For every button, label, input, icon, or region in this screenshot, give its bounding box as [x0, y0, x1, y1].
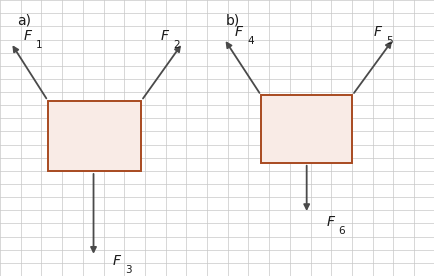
Text: 1: 1 — [36, 40, 43, 50]
Text: 6: 6 — [338, 226, 344, 236]
Bar — [48, 101, 141, 171]
Text: F: F — [373, 25, 381, 39]
Text: F: F — [24, 29, 32, 43]
Text: F: F — [161, 29, 168, 43]
Text: F: F — [113, 254, 121, 268]
Text: F: F — [326, 215, 333, 229]
Text: 3: 3 — [125, 265, 132, 275]
Text: 5: 5 — [385, 36, 392, 46]
Text: F: F — [234, 25, 242, 39]
Text: a): a) — [17, 14, 31, 28]
Text: b): b) — [226, 14, 240, 28]
Bar — [260, 95, 352, 163]
Text: 2: 2 — [173, 40, 179, 50]
Text: 4: 4 — [247, 36, 253, 46]
